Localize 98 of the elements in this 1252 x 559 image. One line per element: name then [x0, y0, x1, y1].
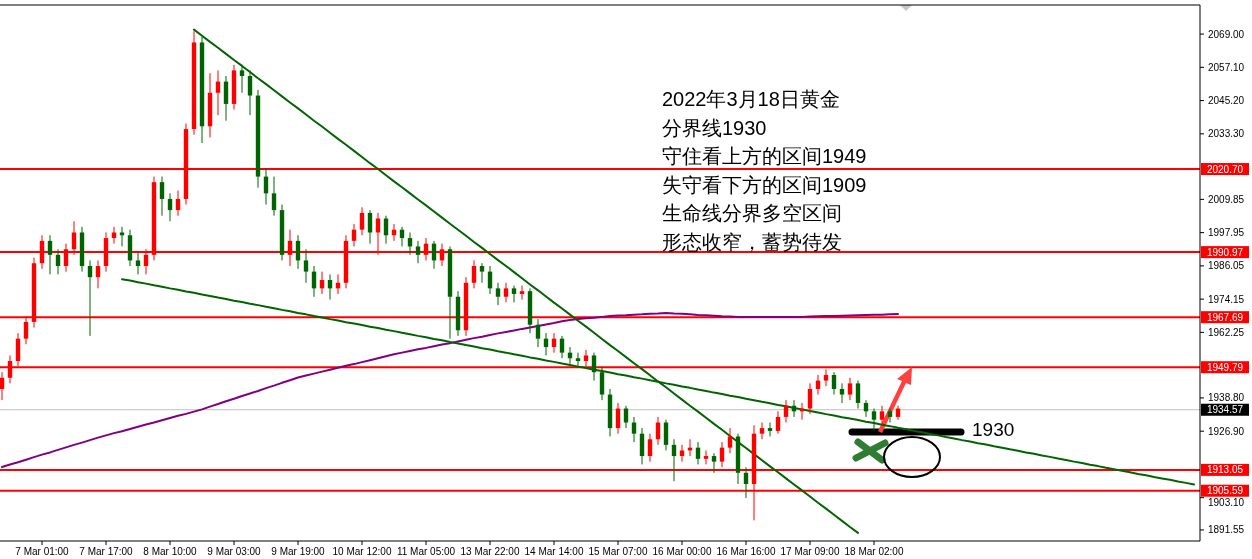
candlestick [631, 416, 637, 443]
candlestick [887, 408, 893, 424]
candlestick [95, 259, 101, 289]
candlestick [167, 192, 173, 222]
x-tick-label: 9 Mar 03:00 [207, 546, 262, 557]
candlestick [215, 69, 221, 116]
x-tick-label: 15 Mar 07:00 [588, 546, 648, 557]
x-tick-label: 7 Mar 17:00 [79, 546, 134, 557]
candlestick [879, 405, 885, 426]
y-tick-label: 2033.30 [1208, 128, 1245, 140]
ref-line-label: 1990.97 [1206, 246, 1244, 258]
annotation: 生命线分界多空区间 [662, 202, 842, 225]
candlestick [839, 382, 845, 404]
y-tick-label: 2009.85 [1208, 193, 1245, 205]
candlestick [495, 282, 501, 306]
ref-line-label: 1913.05 [1206, 464, 1244, 476]
candlestick [591, 352, 597, 382]
x-tick-label: 16 Mar 16:00 [716, 546, 776, 557]
candlestick [775, 410, 781, 435]
y-tick-label: 1938.80 [1208, 392, 1245, 404]
y-tick-label: 1962.25 [1208, 326, 1245, 338]
candlestick [767, 422, 773, 437]
x-tick-label: 7 Mar 01:00 [15, 546, 70, 557]
y-tick-label: 1903.10 [1208, 496, 1245, 508]
annotation: 2022年3月18日黄金 [662, 88, 840, 110]
ref-line-label: 1905.59 [1206, 485, 1244, 497]
x-tick-label: 13 Mar 22:00 [460, 546, 520, 557]
candlestick [575, 352, 581, 368]
annotation: 分界线1930 [662, 116, 767, 139]
x-tick-label: 14 Mar 14:00 [524, 546, 584, 557]
candlestick [175, 190, 181, 217]
annotation: 守住看上方的区间1949 [662, 145, 867, 168]
x-tick-label: 10 Mar 12:00 [332, 546, 392, 557]
candlestick [871, 408, 877, 432]
candlestick [223, 75, 229, 122]
candlestick [503, 282, 509, 303]
x-tick-label: 8 Mar 10:00 [143, 546, 198, 557]
candlestick [519, 285, 525, 301]
x-tick-label: 9 Mar 19:00 [271, 546, 326, 557]
candlestick [303, 248, 309, 284]
candlestick [479, 262, 485, 284]
x-tick-label: 17 Mar 09:00 [780, 546, 840, 557]
candlestick [599, 366, 605, 401]
line-series [1, 311, 899, 468]
candlestick [471, 259, 477, 289]
candlestick [247, 69, 253, 116]
x-tick-label: 16 Mar 00:00 [652, 546, 712, 557]
annotation: 形态收窄，蓄势待发 [662, 231, 842, 253]
candlestick [671, 438, 677, 482]
candlestick [271, 176, 277, 217]
candlestick [351, 223, 357, 247]
candlestick [647, 433, 653, 463]
candlestick [559, 335, 565, 359]
candlestick [743, 466, 749, 499]
annotation: 1930 [972, 418, 1015, 440]
candlestick [855, 380, 861, 410]
candlestick [87, 259, 93, 337]
candlestick [639, 427, 645, 465]
y-tick-label: 1974.15 [1208, 293, 1245, 305]
candlestick [711, 452, 717, 474]
candlestick [783, 399, 789, 424]
y-tick-label: 2069.00 [1208, 28, 1245, 40]
x-tick-label: 11 Mar 05:00 [396, 546, 456, 557]
ref-line-label: 1967.69 [1206, 311, 1244, 323]
candlestick [807, 382, 813, 415]
candlestick [679, 444, 685, 463]
candlestick [703, 449, 709, 465]
candlestick [47, 234, 53, 275]
candlestick [623, 405, 629, 429]
candlestick [831, 371, 837, 396]
candlestick [111, 226, 117, 245]
ref-line-label: 2020.70 [1206, 163, 1244, 175]
candlestick [359, 206, 365, 236]
candlestick [119, 226, 125, 247]
candlestick [663, 419, 669, 451]
candlestick [135, 251, 141, 275]
candlestick [415, 240, 421, 264]
candlestick [55, 248, 61, 275]
y-tick-label: 2045.20 [1208, 95, 1245, 107]
candlestick [847, 377, 853, 401]
x-tick-label: 18 Mar 02:00 [844, 546, 904, 557]
y-tick-label: 1997.95 [1208, 227, 1245, 239]
candlestick [239, 64, 245, 94]
candlestick [727, 427, 733, 454]
y-tick-label: 2057.10 [1208, 61, 1245, 73]
candlestick [511, 285, 517, 303]
y-tick-label: 1891.55 [1208, 524, 1245, 536]
annotation: 失守看下方的区间1909 [662, 173, 867, 196]
candlestick [535, 318, 541, 348]
candlestick [159, 176, 165, 217]
y-tick-label: 1926.90 [1208, 425, 1245, 437]
y-tick-label: 1986.05 [1208, 260, 1245, 272]
candlestick [695, 441, 701, 465]
candlestick [719, 441, 725, 468]
candlestick [759, 422, 765, 440]
ref-line-label: 1949.79 [1206, 361, 1244, 373]
candlestick [0, 371, 5, 401]
ref-line-label: 1934.57 [1206, 404, 1244, 416]
